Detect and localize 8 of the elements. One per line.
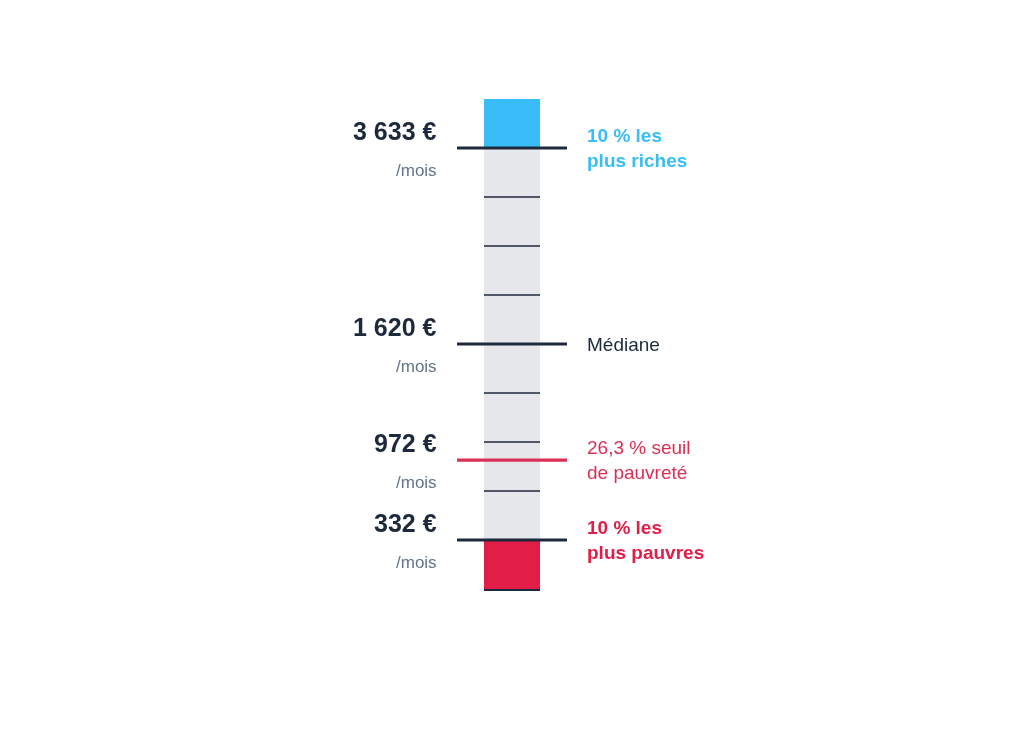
ref-line-label: 1 620 € /mois: [353, 313, 437, 376]
text: Médiane: [587, 334, 660, 355]
text: 10 % les plus pauvres: [587, 517, 705, 563]
text: 26,3 % seuil de pauvreté: [587, 437, 691, 483]
ref-line-label: 332 € /mois: [374, 509, 437, 572]
text: 10 % les plus riches: [587, 125, 688, 171]
ref-line-label: 3 633 € /mois: [353, 117, 437, 180]
ref-line-label: 972 € /mois: [374, 429, 437, 492]
